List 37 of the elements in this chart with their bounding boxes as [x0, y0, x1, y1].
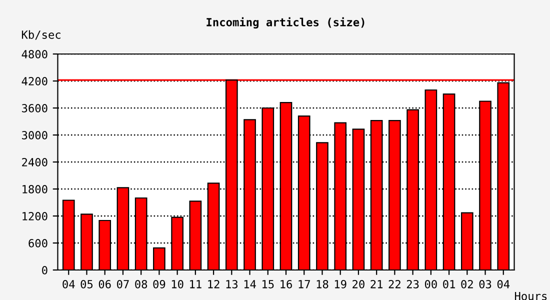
x-tick-label: 08: [135, 280, 148, 288]
x-tick-label: 19: [334, 280, 346, 288]
x-tick-label: 12: [208, 280, 220, 288]
x-tick-label: 13: [226, 280, 238, 288]
chart-title: Incoming articles (size): [206, 17, 364, 29]
x-tick-label: 23: [406, 280, 419, 288]
x-tick-label: 18: [316, 280, 328, 288]
x-axis-title: Hours: [514, 292, 547, 300]
x-tick-label: 10: [172, 280, 184, 288]
x-tick-label: 22: [388, 280, 400, 288]
y-tick-label: 4200: [22, 77, 48, 86]
x-tick-label: 14: [244, 280, 256, 288]
x-tick-label: 06: [98, 280, 111, 288]
x-tick-label: 15: [262, 280, 274, 288]
y-tick-label: 3600: [22, 104, 48, 112]
y-tick-label: 1800: [22, 185, 48, 194]
y-tick-label: 0: [42, 266, 48, 274]
x-tick-label: 09: [153, 280, 166, 288]
x-tick-label: 04: [62, 280, 75, 288]
x-tick-label: 05: [80, 280, 93, 288]
y-tick-label: 4800: [22, 50, 48, 58]
x-tick-label: 21: [370, 280, 383, 288]
x-tick-label: 17: [298, 280, 310, 288]
x-tick-label: 01: [443, 280, 455, 288]
x-tick-label: 02: [461, 280, 473, 288]
x-tick-label: 11: [190, 280, 202, 288]
x-tick-label: 20: [352, 280, 364, 288]
y-tick-label: 600: [28, 239, 48, 248]
y-axis-title: Kb/sec: [22, 30, 60, 40]
x-tick-label: 00: [424, 280, 437, 288]
x-tick-label: 03: [479, 280, 492, 288]
y-tick-label: 3000: [22, 131, 48, 140]
y-tick-label: 2400: [22, 158, 48, 166]
x-tick-label: 04: [497, 280, 510, 288]
x-tick-label: 07: [116, 280, 129, 288]
y-tick-label: 1200: [22, 212, 48, 220]
x-tick-label: 16: [280, 280, 292, 288]
